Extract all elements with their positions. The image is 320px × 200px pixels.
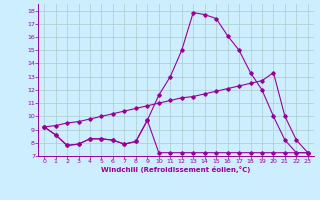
X-axis label: Windchill (Refroidissement éolien,°C): Windchill (Refroidissement éolien,°C) — [101, 166, 251, 173]
